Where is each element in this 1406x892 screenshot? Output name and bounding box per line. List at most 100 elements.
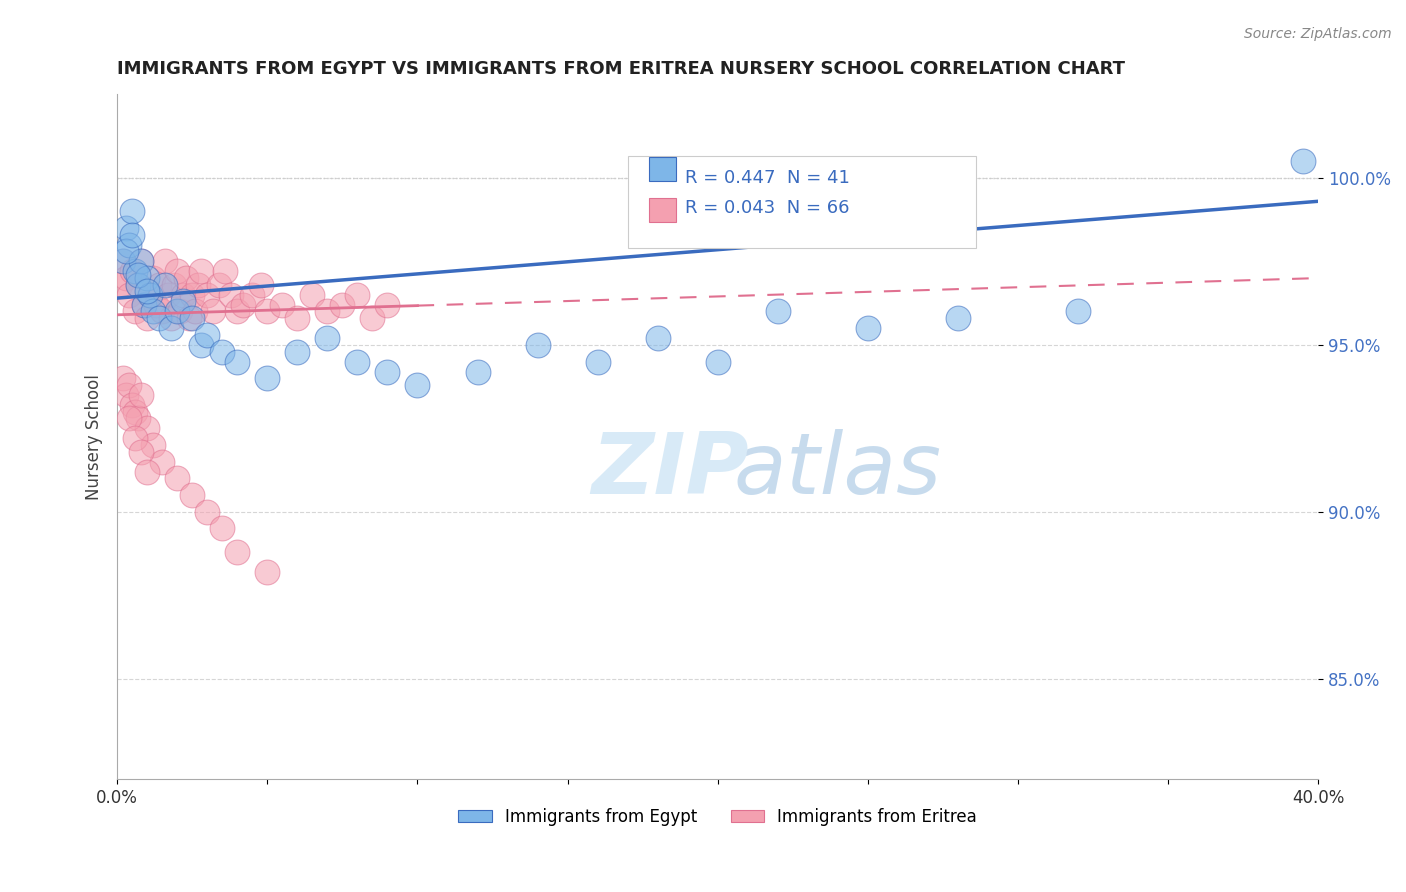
Point bbox=[184, 304, 207, 318]
Point bbox=[127, 277, 149, 292]
Point bbox=[221, 287, 243, 301]
Point bbox=[202, 304, 225, 318]
Point bbox=[121, 227, 143, 242]
Point bbox=[256, 565, 278, 579]
Point bbox=[136, 311, 159, 326]
Point bbox=[181, 287, 204, 301]
Point bbox=[706, 354, 728, 368]
Text: atlas: atlas bbox=[734, 429, 942, 512]
Point bbox=[406, 378, 429, 392]
Point bbox=[256, 304, 278, 318]
Point bbox=[136, 421, 159, 435]
Point bbox=[285, 344, 308, 359]
Point bbox=[946, 311, 969, 326]
Point bbox=[195, 287, 218, 301]
Point bbox=[285, 311, 308, 326]
Point bbox=[169, 304, 191, 318]
Point bbox=[250, 277, 273, 292]
Text: Source: ZipAtlas.com: Source: ZipAtlas.com bbox=[1244, 27, 1392, 41]
Point bbox=[766, 304, 789, 318]
Point bbox=[112, 254, 135, 268]
Point bbox=[142, 304, 165, 318]
Point bbox=[142, 438, 165, 452]
Point bbox=[271, 298, 294, 312]
Point bbox=[134, 298, 156, 312]
Point bbox=[208, 277, 231, 292]
Point bbox=[129, 254, 152, 268]
Point bbox=[226, 354, 249, 368]
Point bbox=[124, 404, 146, 418]
FancyBboxPatch shape bbox=[650, 157, 676, 181]
Point bbox=[647, 331, 669, 345]
Point bbox=[195, 505, 218, 519]
Point bbox=[172, 287, 194, 301]
Point bbox=[150, 304, 173, 318]
Point bbox=[181, 488, 204, 502]
Point bbox=[361, 311, 384, 326]
Point bbox=[127, 277, 149, 292]
Y-axis label: Nursery School: Nursery School bbox=[86, 374, 103, 500]
Point bbox=[118, 287, 141, 301]
Point bbox=[121, 264, 143, 278]
Point bbox=[148, 311, 170, 326]
Point bbox=[115, 271, 138, 285]
Point bbox=[118, 237, 141, 252]
Point bbox=[124, 304, 146, 318]
Point bbox=[115, 221, 138, 235]
FancyBboxPatch shape bbox=[627, 156, 976, 249]
Legend: Immigrants from Egypt, Immigrants from Eritrea: Immigrants from Egypt, Immigrants from E… bbox=[451, 801, 984, 832]
Point bbox=[226, 304, 249, 318]
Point bbox=[316, 331, 339, 345]
Point bbox=[377, 365, 399, 379]
Point bbox=[166, 471, 188, 485]
Point bbox=[121, 204, 143, 219]
Point bbox=[232, 298, 254, 312]
Point bbox=[179, 311, 201, 326]
Point bbox=[155, 277, 177, 292]
Point bbox=[124, 264, 146, 278]
Text: R = 0.447  N = 41: R = 0.447 N = 41 bbox=[685, 169, 851, 187]
Point bbox=[160, 311, 183, 326]
Point bbox=[190, 264, 212, 278]
Point bbox=[124, 431, 146, 445]
Point bbox=[526, 338, 548, 352]
Point bbox=[172, 294, 194, 309]
Point bbox=[115, 244, 138, 259]
Point bbox=[301, 287, 323, 301]
Point bbox=[214, 264, 236, 278]
Point bbox=[166, 304, 188, 318]
Point bbox=[148, 277, 170, 292]
Point bbox=[118, 378, 141, 392]
Point bbox=[346, 354, 368, 368]
Point bbox=[150, 455, 173, 469]
Point bbox=[163, 277, 186, 292]
Text: IMMIGRANTS FROM EGYPT VS IMMIGRANTS FROM ERITREA NURSERY SCHOOL CORRELATION CHAR: IMMIGRANTS FROM EGYPT VS IMMIGRANTS FROM… bbox=[117, 60, 1125, 78]
Point bbox=[467, 365, 489, 379]
FancyBboxPatch shape bbox=[650, 198, 676, 222]
Point bbox=[377, 298, 399, 312]
Point bbox=[211, 521, 233, 535]
Point bbox=[129, 254, 152, 268]
Point bbox=[195, 327, 218, 342]
Point bbox=[157, 287, 180, 301]
Point bbox=[136, 465, 159, 479]
Point bbox=[127, 411, 149, 425]
Point bbox=[112, 254, 135, 268]
Point bbox=[129, 444, 152, 458]
Point bbox=[256, 371, 278, 385]
Point bbox=[190, 338, 212, 352]
Point bbox=[1292, 154, 1315, 169]
Point bbox=[211, 344, 233, 359]
Point bbox=[136, 271, 159, 285]
Point bbox=[145, 298, 167, 312]
Point bbox=[115, 388, 138, 402]
Point bbox=[586, 354, 609, 368]
Point bbox=[139, 287, 162, 301]
Point bbox=[226, 545, 249, 559]
Text: ZIP: ZIP bbox=[591, 429, 748, 512]
Point bbox=[118, 411, 141, 425]
Point bbox=[856, 321, 879, 335]
Point bbox=[332, 298, 354, 312]
Point bbox=[181, 311, 204, 326]
Point bbox=[174, 271, 197, 285]
